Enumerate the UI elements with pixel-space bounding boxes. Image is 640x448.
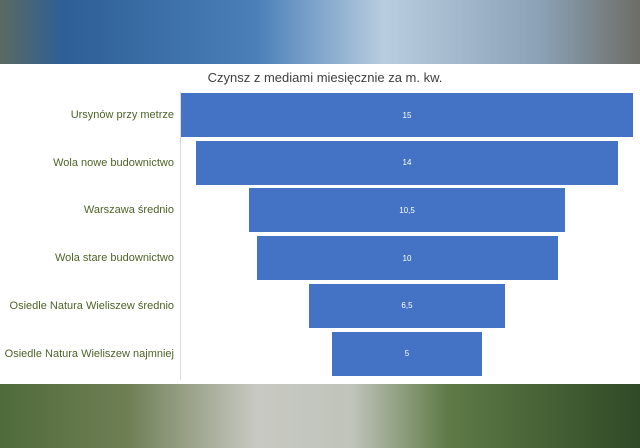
category-axis: [180, 92, 181, 380]
category-label: Wola stare budownictwo: [54, 252, 174, 265]
category-label: Warszawa średnio: [83, 204, 174, 217]
category-label: Osiedle Natura Wieliszew najmniej: [4, 347, 174, 360]
category-label: Osiedle Natura Wieliszew średnio: [9, 299, 174, 312]
funnel-bar: 10,5: [248, 188, 566, 233]
chart-panel: Czynsz z mediami miesięcznie za m. kw. U…: [0, 64, 640, 384]
data-label: 10: [402, 253, 412, 263]
data-label: 5: [404, 349, 410, 358]
background-photo-top: [0, 0, 640, 64]
category-label: Ursynów przy metrze: [70, 109, 174, 121]
data-label: 10,5: [399, 205, 415, 215]
funnel-bar: 5: [331, 331, 483, 376]
funnel-bar: 14: [196, 140, 618, 185]
funnel-bar: 6,5: [309, 283, 505, 328]
data-label: 15: [402, 110, 412, 120]
funnel-bar: 15: [181, 93, 633, 137]
funnel-bar: 10: [256, 236, 558, 281]
chart-title: Czynsz z mediami miesięcznie za m. kw.: [207, 70, 443, 85]
background-photo-bottom: [0, 384, 640, 448]
data-label: 14: [402, 158, 412, 168]
data-label: 6,5: [401, 301, 413, 311]
category-label: Wola nowe budownictwo: [53, 156, 174, 169]
